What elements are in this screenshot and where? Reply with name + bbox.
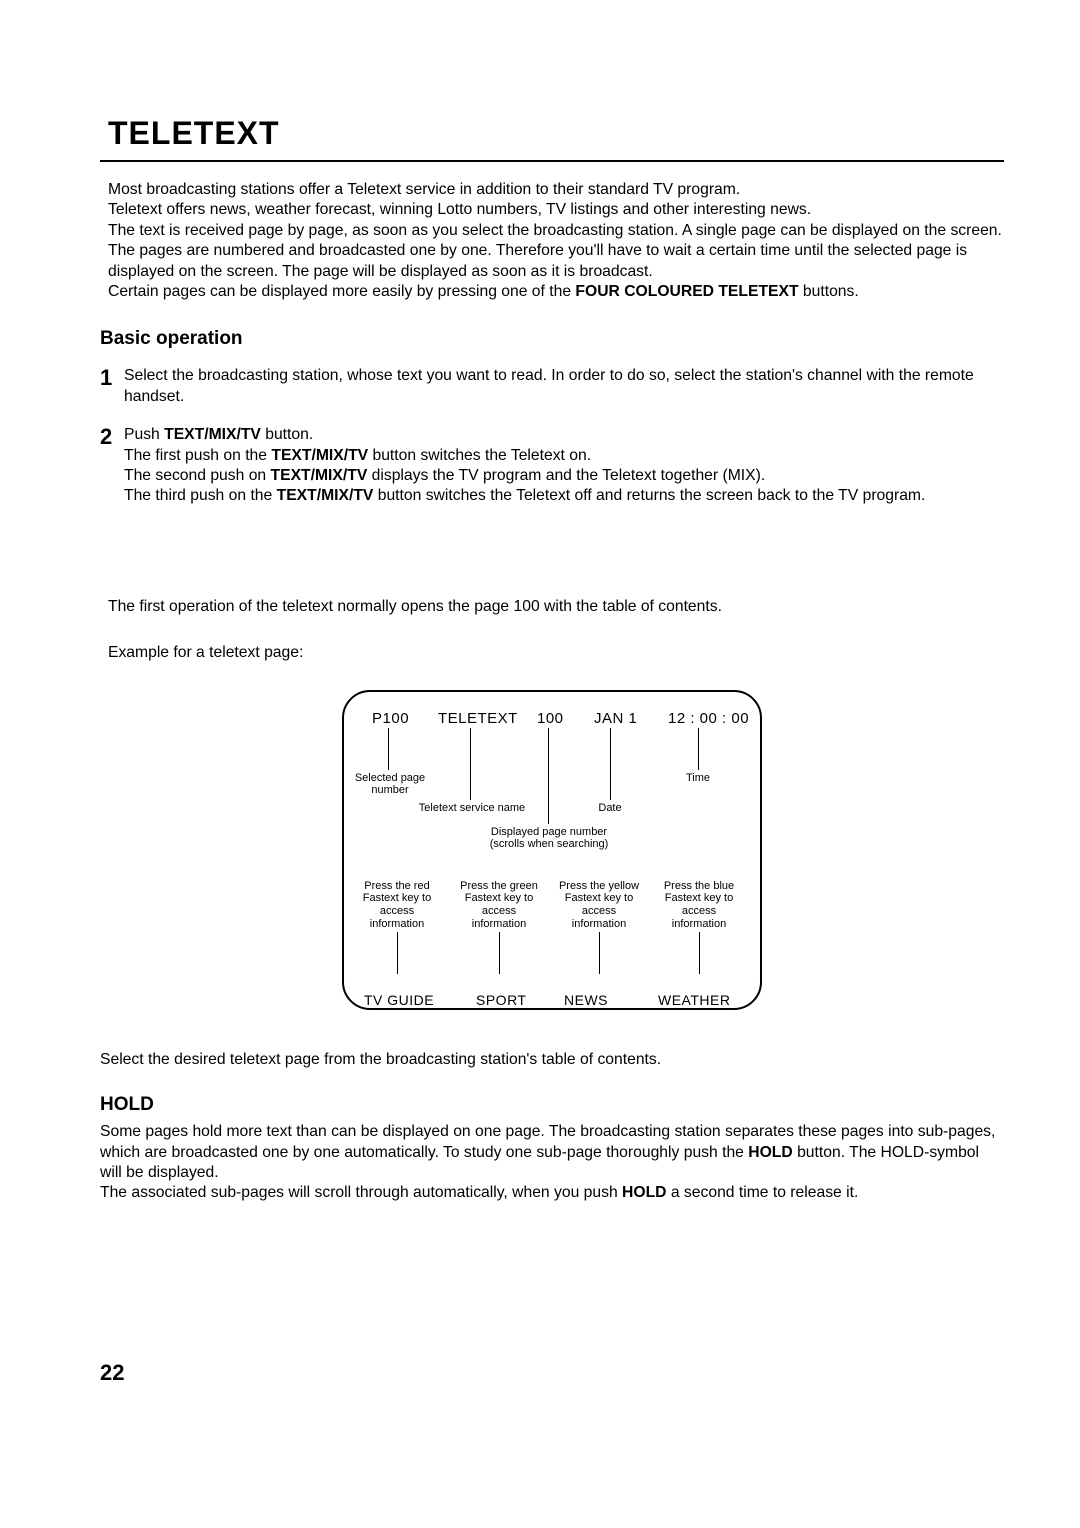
leader-line xyxy=(470,728,471,800)
text-run: Certain pages can be displayed more easi… xyxy=(108,283,575,300)
paragraph: Example for a teletext page: xyxy=(108,643,1004,663)
section-heading-basic: Basic operation xyxy=(100,328,1004,350)
text-run: Push xyxy=(124,426,164,443)
intro-line: Teletext offers news, weather forecast, … xyxy=(108,200,1004,220)
intro-line: Most broadcasting stations offer a Telet… xyxy=(108,180,1004,200)
bold-run: HOLD xyxy=(622,1184,666,1201)
intro-line: Certain pages can be displayed more easi… xyxy=(108,282,1004,302)
text-run: button switches the Teletext off and ret… xyxy=(373,487,925,504)
text-run: The third push on the xyxy=(124,487,277,504)
item-number: 1 xyxy=(100,366,124,407)
bold-run: FOUR COLOURED TELETEXT xyxy=(575,283,798,300)
spacer xyxy=(100,525,1004,597)
text-run: The second push on xyxy=(124,467,271,484)
bold-run: HOLD xyxy=(748,1144,792,1161)
intro-line: The text is received page by page, as so… xyxy=(108,221,1004,282)
annot-time: Time xyxy=(678,772,718,785)
bold-run: TEXT/MIX/TV xyxy=(164,426,261,443)
annot-fastext-yellow: Press the yellowFastext key toaccessinfo… xyxy=(552,880,646,931)
manual-page: TELETEXT Most broadcasting stations offe… xyxy=(0,0,1080,1204)
hold-block: Some pages hold more text than can be di… xyxy=(100,1122,1004,1204)
header-page: P100 xyxy=(372,710,409,727)
annot-date: Date xyxy=(590,802,630,815)
bold-run: TEXT/MIX/TV xyxy=(271,467,368,484)
paragraph: Select the desired teletext page from th… xyxy=(100,1050,1004,1070)
diagram-container: P100 TELETEXT 100 JAN 1 12 : 00 : 00 Sel… xyxy=(100,690,1004,1010)
item-body: Select the broadcasting station, whose t… xyxy=(124,366,1004,407)
bold-run: TEXT/MIX/TV xyxy=(271,447,368,464)
page-title: TELETEXT xyxy=(108,115,1004,152)
footer-tvguide: TV GUIDE xyxy=(364,992,434,1008)
hold-paragraph: Some pages hold more text than can be di… xyxy=(100,1122,1004,1183)
footer-weather: WEATHER xyxy=(658,992,730,1008)
leader-line xyxy=(548,728,549,824)
annot-fastext-green: Press the greenFastext key toaccessinfor… xyxy=(454,880,544,931)
header-service: TELETEXT xyxy=(438,710,518,727)
annot-fastext-red: Press the redFastext key toaccessinforma… xyxy=(352,880,442,931)
text-run: button. xyxy=(261,426,313,443)
leader-line xyxy=(388,728,389,770)
numbered-list: 1 Select the broadcasting station, whose… xyxy=(100,366,1004,506)
leader-line xyxy=(397,932,398,974)
text-run: displays the TV program and the Teletext… xyxy=(367,467,765,484)
paragraph: The first operation of the teletext norm… xyxy=(108,597,1004,617)
intro-block: Most broadcasting stations offer a Telet… xyxy=(100,180,1004,302)
text-run: buttons. xyxy=(799,283,859,300)
text-run: The associated sub-pages will scroll thr… xyxy=(100,1184,622,1201)
text-run: The first push on the xyxy=(124,447,271,464)
footer-sport: SPORT xyxy=(476,992,526,1008)
list-item: 2 Push TEXT/MIX/TV button. The first pus… xyxy=(100,425,1004,507)
leader-line xyxy=(699,932,700,974)
header-date: JAN 1 xyxy=(594,710,637,727)
header-time: 12 : 00 : 00 xyxy=(668,710,749,727)
annot-dispnum: Displayed page number(scrolls when searc… xyxy=(482,826,616,851)
spacer xyxy=(100,617,1004,643)
text-run: button switches the Teletext on. xyxy=(368,447,591,464)
annot-selected-page: Selected pagenumber xyxy=(354,772,426,797)
item-number: 2 xyxy=(100,425,124,507)
list-item: 1 Select the broadcasting station, whose… xyxy=(100,366,1004,407)
teletext-diagram: P100 TELETEXT 100 JAN 1 12 : 00 : 00 Sel… xyxy=(342,690,762,1010)
item-body: Push TEXT/MIX/TV button. The first push … xyxy=(124,425,1004,507)
footer-news: NEWS xyxy=(564,992,608,1008)
bold-run: TEXT/MIX/TV xyxy=(277,487,374,504)
leader-line xyxy=(599,932,600,974)
page-number: 22 xyxy=(100,1360,124,1386)
leader-line xyxy=(610,728,611,800)
hold-paragraph: The associated sub-pages will scroll thr… xyxy=(100,1183,1004,1203)
annot-fastext-blue: Press the blueFastext key toaccessinform… xyxy=(654,880,744,931)
annot-service-name: Teletext service name xyxy=(412,802,532,815)
header-dispnum: 100 xyxy=(537,710,564,727)
leader-line xyxy=(499,932,500,974)
text-run: a second time to release it. xyxy=(666,1184,858,1201)
section-heading-hold: HOLD xyxy=(100,1094,1004,1116)
title-rule xyxy=(100,160,1004,162)
leader-line xyxy=(698,728,699,770)
